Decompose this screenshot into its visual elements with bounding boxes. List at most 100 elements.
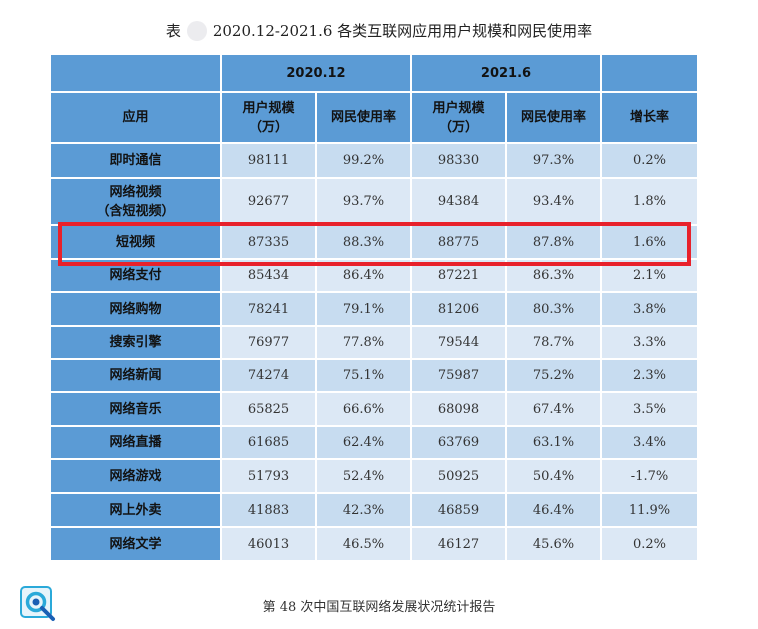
header-blank [49, 53, 222, 93]
table-caption: 表 2020.12-2021.6 各类互联网应用用户规模和网民使用率 [0, 20, 758, 41]
column-header-row: 应用 用户规模 （万） 网民使用率 用户规模 （万） 网民使用率 增长率 [49, 91, 700, 144]
growth-cell: 3.4% [600, 425, 700, 460]
header-users-label: 用户规模 [242, 100, 295, 116]
growth-cell: 0.2% [600, 526, 700, 562]
rate-2020-cell: 66.6% [315, 391, 412, 427]
header-users-unit: （万） [248, 119, 288, 135]
highlight-box [58, 222, 691, 266]
users-2021-cell: 46859 [410, 492, 507, 528]
header-rate-2020: 网民使用率 [315, 91, 412, 144]
app-name-cell: 网上外卖 [49, 492, 222, 528]
growth-cell: 3.5% [600, 391, 700, 427]
rate-2020-cell: 93.7% [315, 177, 412, 226]
rate-2021-cell: 67.4% [504, 391, 603, 427]
app-name-cell: 即时通信 [49, 142, 222, 179]
table-row: 网络视频 （含短视频） 92677 93.7% 94384 93.4% 1.8% [49, 177, 700, 226]
app-name-cell: 短视频 [49, 224, 222, 260]
users-2020-cell: 78241 [220, 291, 317, 327]
users-2021-cell: 98330 [410, 142, 507, 179]
rate-2021-cell: 50.4% [504, 458, 603, 494]
header-rate-2021: 网民使用率 [504, 91, 603, 144]
rate-2020-cell: 46.5% [315, 526, 412, 562]
app-name-cell: 网络购物 [49, 291, 222, 327]
app-name-line1: 网络视频 [109, 184, 162, 200]
app-name-cell: 搜索引擎 [49, 325, 222, 360]
footer-text: 第 48 次中国互联网络发展状况统计报告 [262, 600, 496, 615]
app-name-cell: 网络文学 [49, 526, 222, 562]
rate-2020-cell: 42.3% [315, 492, 412, 528]
rate-2020-cell: 52.4% [315, 458, 412, 494]
users-2021-cell: 46127 [410, 526, 507, 562]
stats-table: 2020.12 2021.6 应用 用户规模 （万） 网民使用率 用户规模 （万） … [49, 53, 700, 562]
users-2020-cell: 87335 [220, 224, 317, 260]
growth-cell: -1.7% [600, 458, 700, 494]
table-row: 网络音乐 65825 66.6% 68098 67.4% 3.5% [49, 391, 700, 427]
growth-cell: 1.8% [600, 177, 700, 226]
header-app: 应用 [49, 91, 222, 144]
users-2020-cell: 76977 [220, 325, 317, 360]
caption-text: 2020.12-2021.6 各类互联网应用用户规模和网民使用率 [212, 22, 593, 40]
rate-2020-cell: 79.1% [315, 291, 412, 327]
users-2020-cell: 61685 [220, 425, 317, 460]
rate-2020-cell: 75.1% [315, 358, 412, 393]
rate-2020-cell: 88.3% [315, 224, 412, 260]
caption-prefix: 表 [165, 22, 181, 40]
growth-cell: 3.8% [600, 291, 700, 327]
app-name-cell: 网络音乐 [49, 391, 222, 427]
users-2021-cell: 79544 [410, 325, 507, 360]
app-name-cell: 网络游戏 [49, 458, 222, 494]
app-name-cell: 网络直播 [49, 425, 222, 460]
growth-cell: 11.9% [600, 492, 700, 528]
growth-cell: 0.2% [600, 142, 700, 179]
rate-2020-cell: 99.2% [315, 142, 412, 179]
rate-2021-cell: 87.8% [504, 224, 603, 260]
users-2020-cell: 98111 [220, 142, 317, 179]
rate-2021-cell: 63.1% [504, 425, 603, 460]
magnifier-logo-icon [20, 586, 55, 621]
rate-2020-cell: 77.8% [315, 325, 412, 360]
header-blank-right [600, 53, 700, 93]
users-2021-cell: 63769 [410, 425, 507, 460]
header-users-2020: 用户规模 （万） [220, 91, 317, 144]
app-name-cell: 网络新闻 [49, 358, 222, 393]
users-2020-cell: 51793 [220, 458, 317, 494]
growth-cell: 2.3% [600, 358, 700, 393]
table-row: 网络新闻 74274 75.1% 75987 75.2% 2.3% [49, 358, 700, 393]
header-users-unit: （万） [438, 119, 478, 135]
rate-2021-cell: 45.6% [504, 526, 603, 562]
table-row: 网络游戏 51793 52.4% 50925 50.4% -1.7% [49, 458, 700, 494]
table-row: 搜索引擎 76977 77.8% 79544 78.7% 3.3% [49, 325, 700, 360]
users-2021-cell: 50925 [410, 458, 507, 494]
growth-cell: 1.6% [600, 224, 700, 260]
table-row: 网络直播 61685 62.4% 63769 63.1% 3.4% [49, 425, 700, 460]
rate-2021-cell: 93.4% [504, 177, 603, 226]
rate-2021-cell: 75.2% [504, 358, 603, 393]
header-growth: 增长率 [600, 91, 700, 144]
period-header-2020: 2020.12 [220, 53, 412, 93]
table-row: 即时通信 98111 99.2% 98330 97.3% 0.2% [49, 142, 700, 179]
users-2021-cell: 81206 [410, 291, 507, 327]
period-header-row: 2020.12 2021.6 [49, 53, 700, 93]
period-header-2021: 2021.6 [409, 53, 603, 93]
blurred-mark [186, 21, 207, 41]
rate-2021-cell: 46.4% [504, 492, 603, 528]
table-row: 短视频 87335 88.3% 88775 87.8% 1.6% [49, 224, 700, 260]
users-2020-cell: 92677 [220, 177, 317, 226]
growth-cell: 3.3% [600, 325, 700, 360]
users-2021-cell: 75987 [410, 358, 507, 393]
users-2020-cell: 46013 [220, 526, 317, 562]
table-row: 网上外卖 41883 42.3% 46859 46.4% 11.9% [49, 492, 700, 528]
rate-2020-cell: 62.4% [315, 425, 412, 460]
app-name-line2: （含短视频） [96, 203, 175, 219]
header-users-2021: 用户规模 （万） [410, 91, 507, 144]
table-row: 网络文学 46013 46.5% 46127 45.6% 0.2% [49, 526, 700, 562]
users-2020-cell: 65825 [220, 391, 317, 427]
app-name-cell: 网络视频 （含短视频） [49, 177, 222, 226]
users-2021-cell: 94384 [410, 177, 507, 226]
users-2020-cell: 74274 [220, 358, 317, 393]
users-2021-cell: 88775 [410, 224, 507, 260]
users-2021-cell: 68098 [410, 391, 507, 427]
header-users-label: 用户规模 [432, 100, 485, 116]
rate-2021-cell: 78.7% [504, 325, 603, 360]
rate-2021-cell: 80.3% [504, 291, 603, 327]
